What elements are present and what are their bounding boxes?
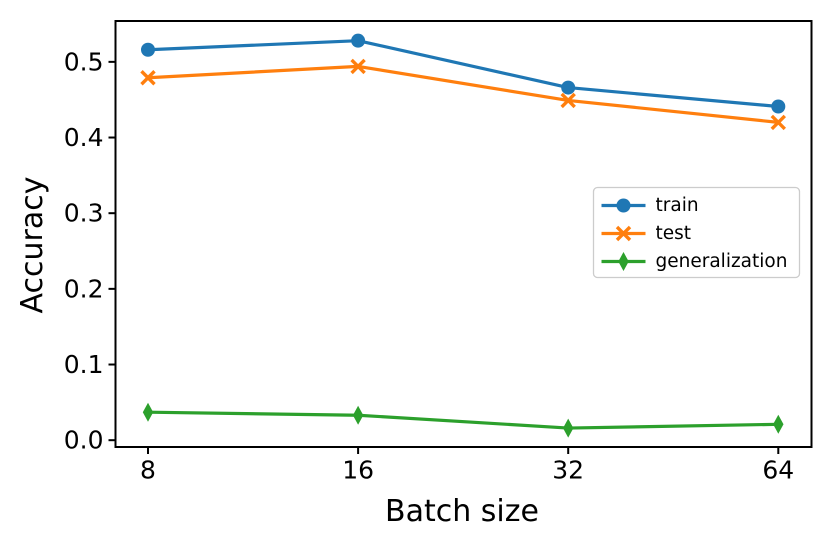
legend-marker-generalization	[618, 252, 629, 271]
marker-train-1	[351, 33, 366, 48]
marker-test-3	[770, 114, 787, 131]
legend-label-test: test	[656, 223, 692, 244]
legend-marker-test	[615, 225, 632, 242]
legend-box	[592, 186, 801, 279]
x-tick-label: 64	[762, 455, 794, 484]
legend-label-train: train	[656, 195, 699, 216]
marker-train-0	[141, 42, 155, 57]
series-line-generalization	[147, 410, 779, 430]
marker-test-0	[140, 70, 156, 86]
marker-generalization-3	[773, 414, 784, 434]
y-tick-label: 0.2	[64, 274, 104, 303]
legend-marker-train	[616, 198, 631, 213]
series-line-train	[147, 39, 779, 109]
plot-area	[114, 20, 813, 448]
y-tick-label: 0.4	[64, 123, 104, 152]
y-tick-label: 0.0	[64, 426, 104, 455]
marker-train-3	[771, 99, 786, 114]
x-tick-label: 8	[140, 455, 156, 484]
y-tick-label: 0.1	[64, 350, 104, 379]
x-axis-label: Batch size	[385, 494, 539, 529]
x-tick-label: 16	[342, 455, 374, 484]
marker-generalization-2	[563, 418, 574, 438]
y-tick-label: 0.5	[64, 47, 104, 76]
legend-label-generalization: generalization	[656, 251, 788, 272]
marker-test-2	[560, 92, 576, 109]
marker-test-1	[350, 58, 366, 75]
marker-train-2	[561, 80, 576, 95]
y-tick-label: 0.3	[64, 199, 104, 228]
marker-generalization-1	[352, 405, 364, 425]
marker-generalization-0	[142, 402, 154, 422]
series-line-test	[147, 64, 779, 124]
x-tick-label: 32	[552, 455, 584, 484]
legend: train test generalization	[592, 186, 801, 279]
y-axis-label: Accuracy	[15, 176, 50, 314]
